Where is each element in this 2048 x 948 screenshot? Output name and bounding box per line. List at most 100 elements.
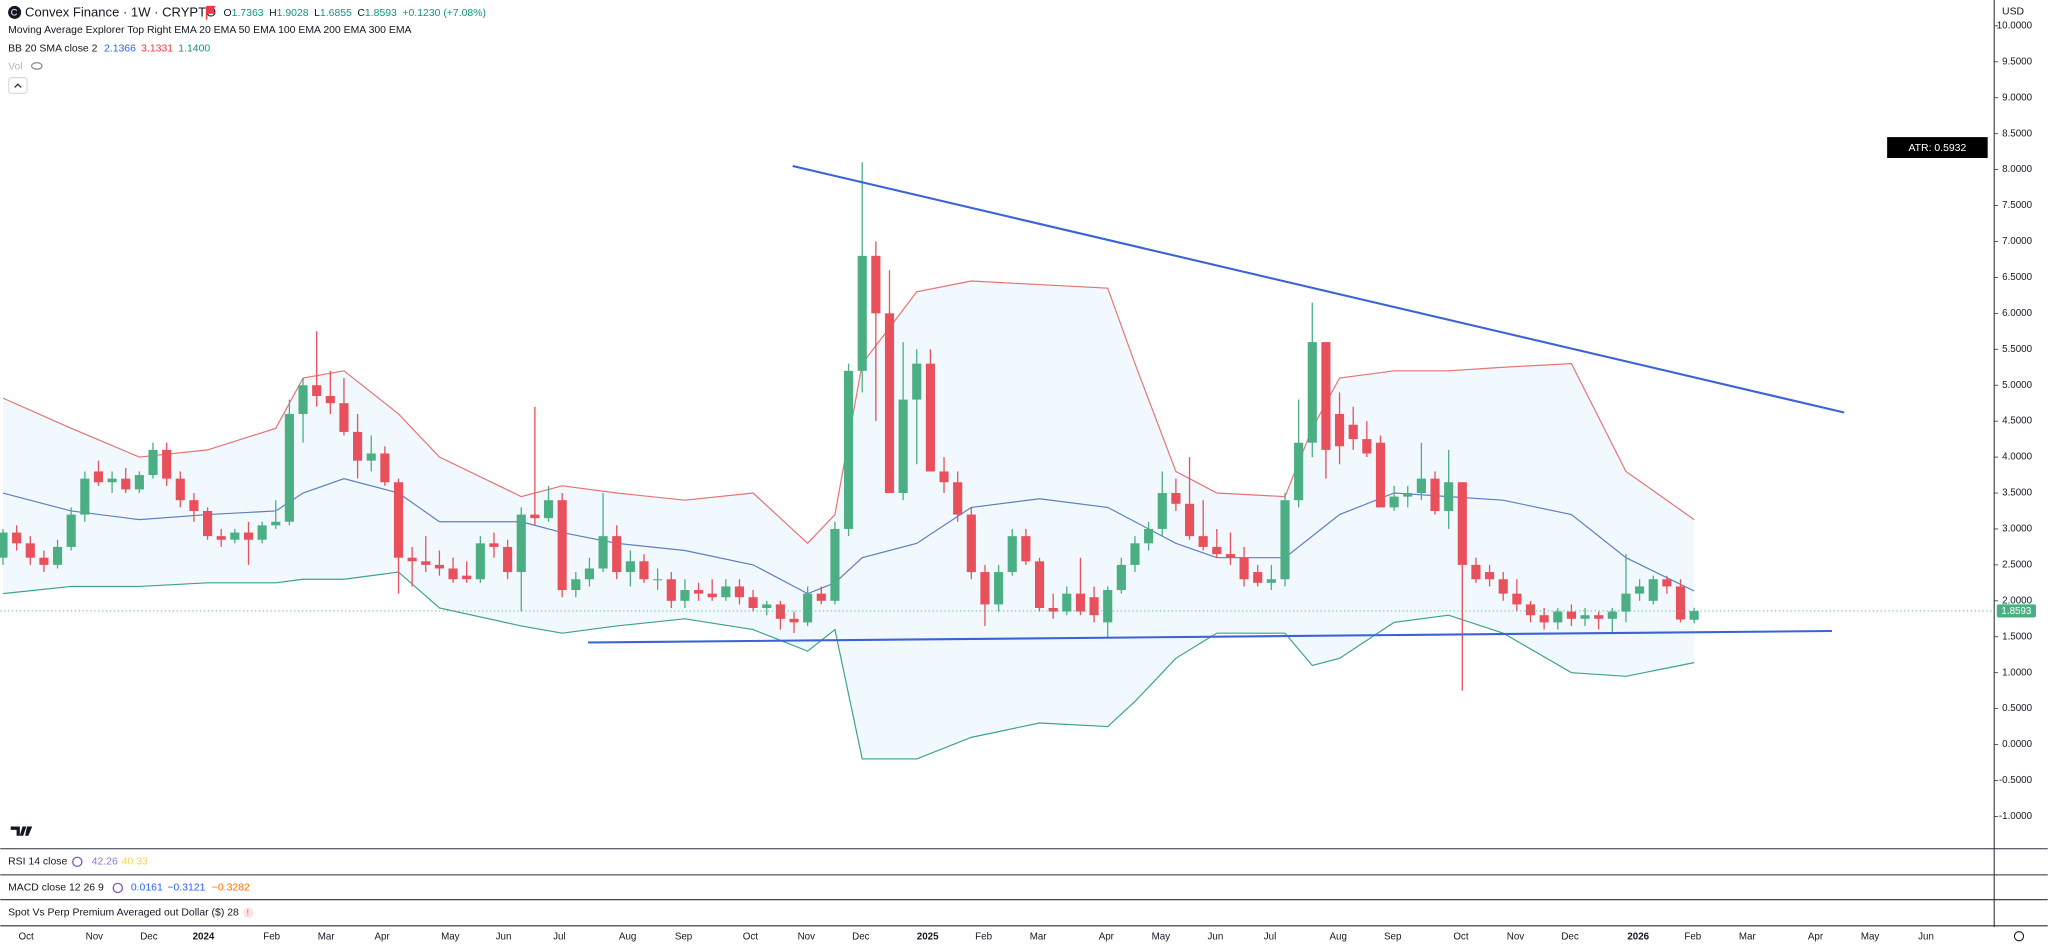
candle-body <box>148 449 158 476</box>
candle-body <box>230 532 240 540</box>
candle-body <box>1553 611 1563 623</box>
candle-body <box>1171 493 1181 504</box>
y-tick-label: 2.0000 <box>2002 595 2032 606</box>
candle-body <box>1444 482 1454 511</box>
ohlc-key: H <box>269 8 277 19</box>
bb-indicator[interactable]: BB 20 SMA close 2 2.1366 3.1331 1.1400 <box>8 43 210 54</box>
caret-icon <box>14 83 22 88</box>
candle-body <box>1607 611 1617 619</box>
candle-body <box>571 579 581 591</box>
y-tick-label: -1.0000 <box>1999 811 2033 822</box>
x-tick-label: Dec <box>1561 931 1579 942</box>
y-tick-label: -0.5000 <box>1999 775 2033 786</box>
candle-body <box>1157 493 1167 529</box>
candle-body <box>1389 496 1399 508</box>
y-tick-label: 10.0000 <box>1997 20 2033 31</box>
y-tick-label: 7.5000 <box>2002 200 2032 211</box>
candle-body <box>803 593 813 623</box>
x-tick-label: Mar <box>1739 931 1757 942</box>
candle-body <box>0 532 8 558</box>
candle-body <box>966 514 976 573</box>
candle-body <box>1007 536 1017 573</box>
flag-icon[interactable] <box>205 5 216 20</box>
change-value: +0.1230 (+7.08%) <box>402 8 486 19</box>
settings-icon[interactable] <box>2013 931 2025 942</box>
spot-label[interactable]: Spot Vs Perp Premium Averaged out Dollar… <box>8 908 239 919</box>
x-tick-label: Aug <box>1329 931 1346 942</box>
ohlc-key: O <box>224 8 232 19</box>
candle-body <box>39 557 49 565</box>
x-tick-label: Mar <box>318 931 336 942</box>
ohlc-key: L <box>314 8 320 19</box>
macd-label[interactable]: MACD close 12 26 9 <box>8 883 104 894</box>
x-tick-label: Jun <box>496 931 512 942</box>
eye-icon[interactable] <box>31 62 43 70</box>
candle-body <box>775 604 785 619</box>
currency[interactable]: USD <box>2002 7 2024 18</box>
candle-body <box>1375 442 1386 508</box>
candle-body <box>543 500 554 519</box>
candle-body <box>216 536 226 540</box>
candle-body <box>1621 593 1631 612</box>
candle-body <box>1471 564 1481 580</box>
candle-body <box>1144 528 1154 544</box>
x-tick-label: 2024 <box>193 931 215 942</box>
candle-body <box>421 561 431 565</box>
bb-label: BB 20 SMA close 2 <box>8 43 98 54</box>
x-tick-label: Jul <box>1264 931 1277 942</box>
x-tick-label: Apr <box>1808 931 1824 942</box>
candle-body <box>162 449 172 479</box>
candle-body <box>653 579 663 581</box>
candle-body <box>1430 478 1440 511</box>
last-price-label: 1.8593 <box>2001 606 2031 617</box>
error-icon-glyph: ! <box>247 908 249 917</box>
candle-body <box>830 528 840 601</box>
candle-body <box>489 543 499 547</box>
y-tick-label: 9.5000 <box>2002 56 2032 67</box>
candle-body <box>1021 536 1031 562</box>
candle-body <box>762 604 772 609</box>
x-tick-label: Dec <box>140 931 158 942</box>
candle-body <box>857 255 867 371</box>
symbol-title[interactable]: Convex Finance · 1W · CRYPTO <box>25 5 216 20</box>
candle-body <box>1457 482 1467 565</box>
candle-body <box>1539 615 1549 623</box>
candle-body <box>448 568 458 580</box>
tv-logo[interactable] <box>10 826 33 836</box>
candle-body <box>953 482 963 515</box>
x-tick-label: Feb <box>263 931 280 942</box>
x-tick-label: Nov <box>1507 931 1525 942</box>
candle-body <box>1348 424 1358 440</box>
loading-icon <box>72 856 83 868</box>
error-icon[interactable] <box>243 907 254 918</box>
candle-body <box>1675 586 1686 620</box>
candle-body <box>475 543 485 580</box>
collapse-button[interactable] <box>8 77 28 94</box>
macd-value: 0.0161 <box>131 883 163 894</box>
candle-body <box>1525 604 1536 616</box>
candle-body <box>503 546 513 573</box>
candle-body <box>666 579 676 601</box>
y-tick-label: 0.0000 <box>2002 739 2032 750</box>
candle-body <box>66 514 76 547</box>
candle-body <box>898 399 908 494</box>
candle-body <box>380 453 390 483</box>
candle-body <box>1334 413 1345 447</box>
candle-body <box>312 385 322 396</box>
x-tick-label: Jul <box>553 931 566 942</box>
rsi-value: 40.33 <box>122 857 148 868</box>
y-tick-label: 5.5000 <box>2002 344 2032 355</box>
rsi-label[interactable]: RSI 14 close <box>8 857 67 868</box>
ma-indicator[interactable]: Moving Average Explorer Top Right EMA 20… <box>8 25 411 36</box>
candle-body <box>52 546 63 565</box>
ohlc-value: 1.8593 <box>365 8 397 19</box>
y-tick-label: 4.5000 <box>2002 416 2032 427</box>
vol-indicator[interactable]: Vol <box>8 61 23 72</box>
x-tick-label: Feb <box>1684 931 1701 942</box>
candle-body <box>1498 579 1508 594</box>
candle-body <box>12 532 22 544</box>
candle-body <box>107 478 117 483</box>
candle-body <box>912 363 922 400</box>
x-tick-label: Dec <box>852 931 870 942</box>
